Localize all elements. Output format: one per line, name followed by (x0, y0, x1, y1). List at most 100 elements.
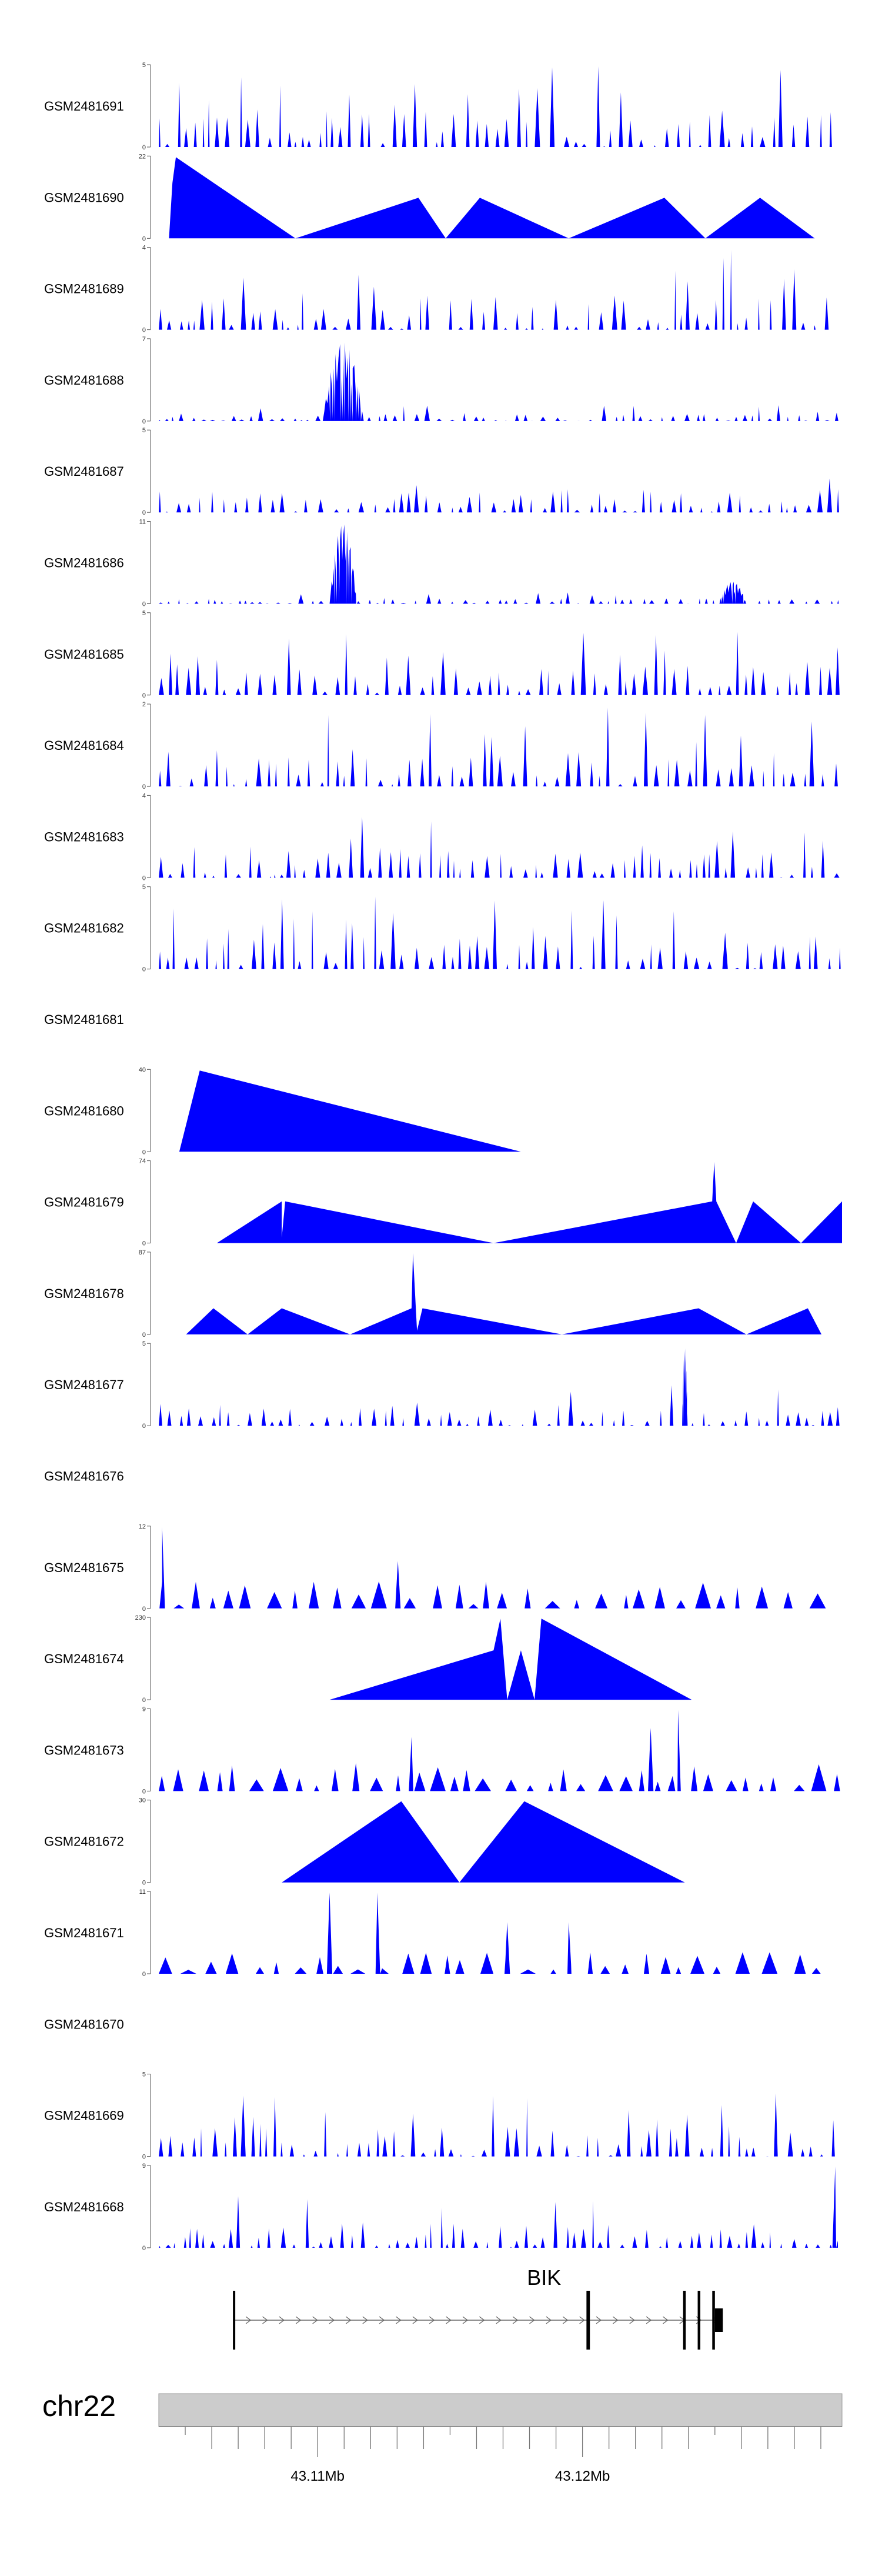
track-label: GSM2481686 (44, 556, 124, 570)
track-label: GSM2481671 (44, 1926, 124, 1940)
y-max-tick-label: 22 (139, 153, 146, 160)
track-GSM2481674: GSM2481674 230 0 (44, 1614, 692, 1704)
track-GSM2481679: GSM2481679 74 0 (44, 1158, 842, 1247)
coverage-area (159, 2166, 842, 2248)
exon-block (714, 2308, 723, 2332)
coverage-area (216, 1162, 842, 1243)
y-max-tick-label: 5 (142, 62, 146, 69)
track-label: GSM2481687 (44, 464, 124, 479)
coverage-area (159, 708, 842, 787)
track-label: GSM2481675 (44, 1560, 124, 1575)
track-GSM2481680: GSM2481680 40 0 (44, 1066, 521, 1156)
chromosome-axis: chr22 43.11Mb 43.12Mb (42, 2390, 843, 2484)
strand-arrow (663, 2316, 669, 2324)
track-GSM2481669: GSM2481669 5 0 (44, 2071, 842, 2161)
strand-arrow (329, 2316, 335, 2324)
y-max-tick-label: 74 (139, 1158, 146, 1165)
coverage-area (159, 342, 842, 421)
track-label: GSM2481689 (44, 282, 124, 296)
strand-arrow (512, 2316, 519, 2324)
track-GSM2481676: GSM2481676 (44, 1469, 124, 1484)
y-min-tick-label: 0 (142, 601, 146, 608)
y-max-tick-label: 5 (142, 884, 146, 891)
y-max-tick-label: 9 (142, 1706, 146, 1713)
coverage-area (159, 478, 842, 513)
y-min-tick-label: 0 (142, 327, 146, 334)
track-label: GSM2481668 (44, 2200, 124, 2214)
y-max-tick-label: 5 (142, 2071, 146, 2078)
track-label: GSM2481690 (44, 190, 124, 205)
coverage-area (159, 1893, 842, 1974)
track-label: GSM2481673 (44, 1743, 124, 1757)
coverage-area (159, 1348, 842, 1426)
track-GSM2481686: GSM2481686 11 0 (44, 519, 842, 608)
track-label: GSM2481676 (44, 1469, 124, 1484)
chromosome-band (158, 2393, 843, 2427)
track-label: GSM2481688 (44, 373, 124, 388)
strand-arrow (379, 2316, 385, 2324)
coverage-area (159, 632, 842, 695)
track-label: GSM2481674 (44, 1651, 124, 1666)
track-GSM2481671: GSM2481671 11 0 (44, 1888, 842, 1978)
track-GSM2481684: GSM2481684 2 0 (44, 701, 842, 790)
track-GSM2481690: GSM2481690 22 0 (44, 153, 815, 242)
y-max-tick-label: 11 (139, 1888, 146, 1896)
y-max-tick-label: 2 (142, 701, 146, 708)
y-min-tick-label: 0 (142, 1971, 146, 1978)
track-GSM2481677: GSM2481677 5 0 (44, 1340, 842, 1430)
strand-arrow (479, 2316, 485, 2324)
track-label: GSM2481682 (44, 921, 124, 936)
strand-arrow (629, 2316, 635, 2324)
y-min-tick-label: 0 (142, 1697, 146, 1704)
exon-block (697, 2291, 701, 2350)
track-label: GSM2481679 (44, 1195, 124, 1210)
y-min-tick-label: 0 (142, 1606, 146, 1613)
strand-arrow (612, 2316, 619, 2324)
y-min-tick-label: 0 (142, 2245, 146, 2252)
track-GSM2481685: GSM2481685 5 0 (44, 610, 842, 699)
y-max-tick-label: 9 (142, 2163, 146, 2170)
strand-arrow (529, 2316, 535, 2324)
y-min-tick-label: 0 (142, 783, 146, 790)
track-GSM2481672: GSM2481672 30 0 (44, 1797, 685, 1887)
data-tracks: GSM248169150GSM2481690220GSM248168940GSM… (44, 62, 842, 2252)
y-max-tick-label: 230 (135, 1614, 146, 1621)
track-label: GSM2481677 (44, 1377, 124, 1392)
y-max-tick-label: 4 (142, 792, 146, 799)
y-min-tick-label: 0 (142, 2154, 146, 2161)
exon-block (712, 2291, 715, 2350)
y-min-tick-label: 0 (142, 509, 146, 516)
y-max-tick-label: 12 (139, 1523, 146, 1530)
y-min-tick-label: 0 (142, 875, 146, 882)
y-min-tick-label: 0 (142, 1423, 146, 1430)
strand-arrow (646, 2316, 652, 2324)
coverage-area (179, 1070, 521, 1152)
track-GSM2481675: GSM2481675 12 0 (44, 1523, 842, 1613)
gene-model-track: BIK (233, 2265, 723, 2350)
strand-arrow (462, 2316, 469, 2324)
y-min-tick-label: 0 (142, 1240, 146, 1247)
track-label: GSM2481685 (44, 647, 124, 662)
coverage-area (169, 157, 815, 239)
strand-arrow (546, 2316, 552, 2324)
coverage-area (186, 1253, 822, 1334)
track-label: GSM2481680 (44, 1103, 124, 1118)
track-GSM2481670: GSM2481670 (44, 2017, 124, 2031)
y-min-tick-label: 0 (142, 966, 146, 973)
strand-arrow (396, 2316, 402, 2324)
track-GSM2481683: GSM2481683 4 0 (44, 792, 842, 882)
track-GSM2481673: GSM2481673 9 0 (44, 1706, 842, 1795)
strand-arrow (579, 2316, 585, 2324)
coverage-area (159, 896, 842, 969)
y-max-tick-label: 4 (142, 245, 146, 252)
strand-arrow (446, 2316, 452, 2324)
track-label: GSM2481678 (44, 1286, 124, 1301)
strand-arrow (412, 2316, 418, 2324)
coverage-area (159, 66, 842, 147)
exon-block (233, 2291, 236, 2350)
track-label: GSM2481684 (44, 738, 124, 753)
strand-arrow (262, 2316, 268, 2324)
strand-arrow (295, 2316, 302, 2324)
track-label: GSM2481683 (44, 829, 124, 844)
